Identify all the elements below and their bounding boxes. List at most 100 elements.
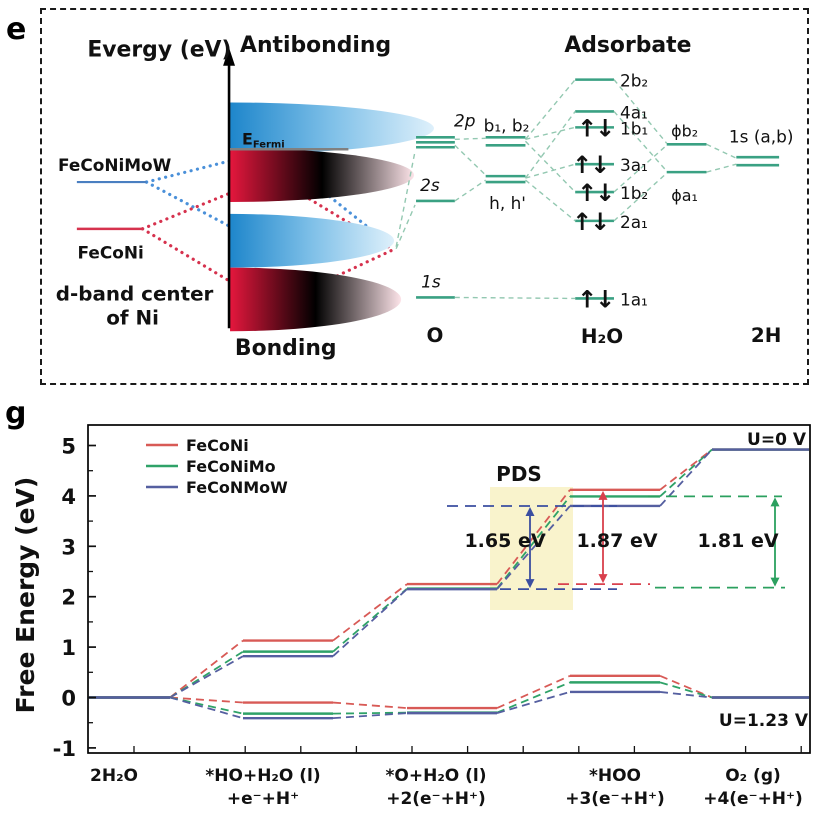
series-connector — [332, 701, 408, 709]
electron-arrows: ↑↓ ↑↓ ↑↓ ↑↓ ↑↓ — [572, 114, 615, 313]
antibonding-label: Antibonding — [240, 33, 391, 58]
legend-label: FeCoNMoW — [186, 478, 288, 497]
x-category-sublabel: +2(e⁻+H⁺) — [386, 789, 486, 809]
mo-level-3a1: 3a₁ — [620, 155, 648, 175]
mo-col-O: O — [426, 324, 443, 347]
series-connector — [659, 448, 713, 507]
energy-axis — [223, 47, 236, 329]
arrow-head — [525, 579, 535, 589]
y-tick-label: 5 — [61, 435, 76, 459]
gap-label: 1.81 eV — [697, 530, 778, 552]
bonding-label: Bonding — [235, 336, 337, 361]
y-axis-title: Free Energy (eV) — [11, 477, 40, 714]
arrow-head — [770, 577, 780, 587]
mo-level-1b1: 1b₁ — [620, 118, 648, 138]
mo-1sab-label: 1s (a,b) — [729, 126, 794, 146]
series-connector — [169, 639, 244, 699]
x-category-label: *HO+H₂O (l) — [205, 766, 320, 786]
series-connector — [496, 675, 571, 709]
u0-label: U=0 V — [747, 430, 807, 450]
electrons-1a1: ↑↓ — [577, 285, 613, 313]
arrow-head — [598, 574, 608, 584]
mo-2s-label: 2s — [420, 175, 440, 195]
electrons-3a1: ↑↓ — [572, 151, 608, 179]
mo-connectors — [395, 79, 737, 300]
mo-col-2H: 2H — [751, 324, 781, 347]
u123-label: U=1.23 V — [719, 711, 809, 731]
y-tick-label: 0 — [61, 687, 76, 711]
fermi-label: EFermi — [242, 129, 285, 150]
pds-label: PDS — [496, 462, 542, 486]
mo-2p-label: 2p — [454, 110, 475, 130]
y-tick-label: 2 — [61, 586, 76, 610]
series-connector — [496, 681, 571, 714]
electrons-2a1: ↑↓ — [572, 208, 608, 236]
series-connector — [332, 583, 408, 642]
series-connector — [496, 691, 571, 714]
mo-1s-label: 1s — [421, 272, 441, 292]
series-connector — [169, 650, 244, 699]
antibonding-bands — [230, 102, 434, 202]
mo-level-2a1: 2a₁ — [620, 212, 648, 232]
panel-e: EFermi Evergy (eV) Antibonding Adsorbate… — [40, 8, 809, 385]
series-connector — [169, 696, 244, 720]
mo-level-1b2: 1b₂ — [620, 183, 648, 203]
series-connector — [659, 674, 713, 699]
series-connector — [332, 712, 408, 720]
x-category-sublabel: +4(e⁻+H⁺) — [703, 789, 803, 809]
mo-level-4a1: 4a₁ — [620, 102, 648, 122]
mo-levels — [416, 78, 780, 300]
y-tick-label: 4 — [61, 485, 76, 509]
panel-g-chart: PDS 1.65 eV 1.87 eV 1.81 eV U=0 V U=1.23 V 5 4 3… — [11, 424, 811, 809]
x-category-label: *HOO — [589, 766, 641, 786]
mo-phi-a1: ϕa₁ — [671, 186, 698, 205]
plot-frame — [87, 424, 811, 754]
feconimow-label: FeCoNiMoW — [58, 155, 172, 175]
x-category-label: *O+H₂O (l) — [386, 766, 487, 786]
series-connector — [496, 489, 571, 585]
panel-e-label: e — [6, 12, 27, 47]
dband-center-line1: d-band center — [56, 282, 214, 305]
mo-hh-label: h, h' — [489, 193, 526, 213]
x-category-label: 2H₂O — [90, 766, 138, 786]
series-connector — [332, 588, 408, 657]
arrow-head — [598, 490, 608, 500]
gap-label: 1.65 eV — [464, 530, 545, 552]
y-tick-label: -1 — [53, 737, 76, 761]
gap-label: 1.87 eV — [576, 530, 657, 552]
series-connector — [659, 448, 713, 498]
mo-col-H2O: H₂O — [581, 325, 623, 348]
series-connector — [332, 711, 408, 715]
y-tick-label: 1 — [61, 636, 76, 660]
y-tick-label: 3 — [61, 535, 76, 559]
adsorbate-label: Adsorbate — [564, 33, 691, 58]
feconi-label: FeCoNi — [78, 243, 144, 263]
x-category-sublabel: +e⁻+H⁺ — [227, 789, 299, 809]
mo-b1b2-label: b₁, b₂ — [484, 115, 530, 135]
series-connector — [659, 691, 713, 699]
energy-axis-title: Evergy (eV) — [87, 38, 231, 63]
series-connector — [496, 505, 571, 590]
series-connector — [169, 696, 244, 704]
legend-label: FeCoNiMo — [186, 457, 276, 476]
mo-level-1a1: 1a₁ — [620, 289, 648, 309]
panel-e-svg: EFermi Evergy (eV) Antibonding Adsorbate… — [56, 33, 794, 361]
mo-level-2b2: 2b₂ — [620, 71, 648, 91]
bonding-bands — [230, 213, 402, 332]
series-connector — [169, 655, 244, 699]
x-category-sublabel: +3(e⁻+H⁺) — [565, 789, 665, 809]
panel-g-label: g — [5, 396, 27, 431]
legend-label: FeCoNi — [186, 436, 249, 455]
x-category-label: O₂ (g) — [725, 766, 781, 786]
electrons-1b2: ↑↓ — [577, 179, 613, 207]
dband-center-line2: of Ni — [106, 306, 159, 329]
series-connector — [659, 448, 713, 491]
electrons-1b1: ↑↓ — [577, 114, 613, 142]
arrow-head — [525, 506, 535, 516]
series-connector — [659, 681, 713, 699]
series-connector — [169, 696, 244, 715]
mo-phi-b2: ϕb₂ — [671, 121, 698, 140]
series-connector — [496, 495, 571, 590]
arrow-head — [770, 497, 780, 507]
